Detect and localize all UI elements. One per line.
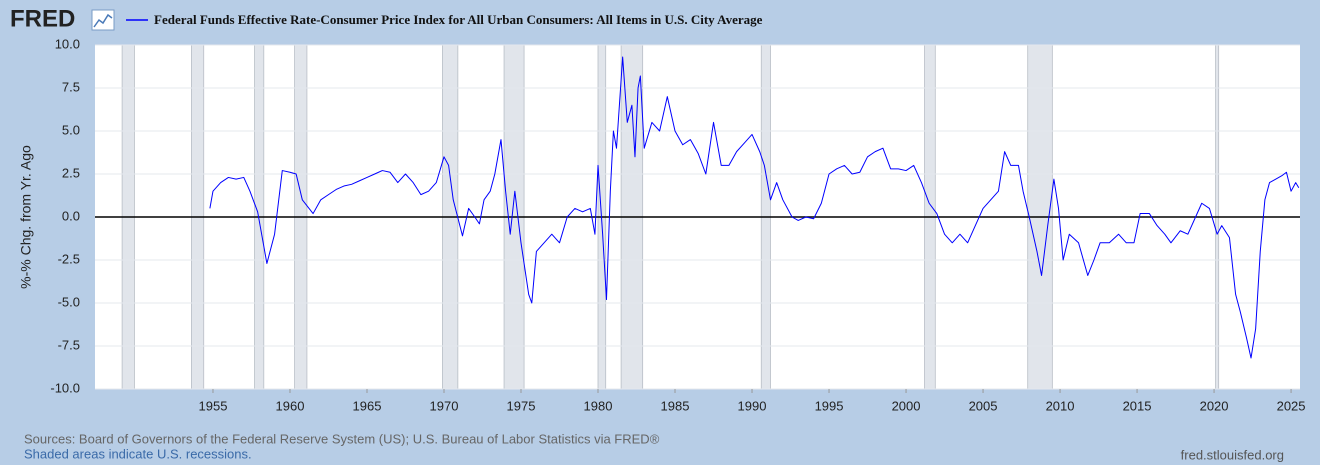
y-tick-label: 7.5 xyxy=(62,79,80,94)
x-tick-label: 2015 xyxy=(1123,398,1152,413)
y-tick-label: -10.0 xyxy=(50,380,80,395)
x-tick-label: 1970 xyxy=(430,398,459,413)
source: Sources: Board of Governors of the Feder… xyxy=(24,431,660,446)
y-tick-label: -5.0 xyxy=(58,294,80,309)
y-axis-label: %-% Chg. from Yr. Ago xyxy=(18,145,34,289)
y-tick-label: 2.5 xyxy=(62,165,80,180)
y-tick-label: -7.5 xyxy=(58,337,80,352)
x-tick-label: 2010 xyxy=(1046,398,1075,413)
x-tick-label: 1975 xyxy=(507,398,536,413)
legend-label: Federal Funds Effective Rate-Consumer Pr… xyxy=(154,12,763,27)
site: fred.stlouisfed.org xyxy=(1181,447,1284,462)
y-tick-label: 10.0 xyxy=(55,36,80,51)
logo: FRED xyxy=(10,5,75,32)
x-tick-label: 2020 xyxy=(1200,398,1229,413)
y-tick-label: -2.5 xyxy=(58,251,80,266)
x-tick-label: 1995 xyxy=(815,398,844,413)
x-tick-label: 1960 xyxy=(276,398,305,413)
series-line xyxy=(209,56,1300,359)
x-tick-label: 1990 xyxy=(738,398,767,413)
x-tick-label: 1980 xyxy=(584,398,613,413)
x-tick-label: 1985 xyxy=(661,398,690,413)
x-tick-label: 1965 xyxy=(353,398,382,413)
note: Shaded areas indicate U.S. recessions. xyxy=(24,446,252,461)
x-tick-label: 2005 xyxy=(969,398,998,413)
x-tick-label: 2000 xyxy=(892,398,921,413)
logo-icon xyxy=(91,9,115,31)
y-tick-label: 5.0 xyxy=(62,122,80,137)
x-tick-label: 1955 xyxy=(199,398,228,413)
x-tick-label: 2025 xyxy=(1277,398,1306,413)
y-tick-label: 0.0 xyxy=(62,208,80,223)
